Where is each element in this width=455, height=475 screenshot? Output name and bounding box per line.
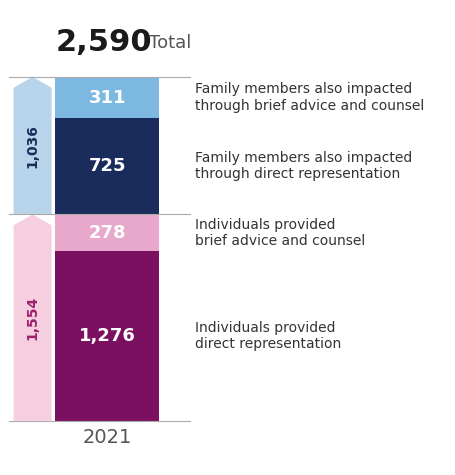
Text: 1,276: 1,276 (79, 327, 136, 345)
Text: Total: Total (149, 34, 192, 51)
Text: 725: 725 (88, 157, 126, 175)
Bar (55, 251, 159, 421)
Text: 1,554: 1,554 (25, 295, 40, 340)
Text: 278: 278 (88, 224, 126, 242)
Text: Family members also impacted
through direct representation: Family members also impacted through dir… (195, 151, 412, 181)
Text: 1,036: 1,036 (25, 124, 40, 168)
Text: Family members also impacted
through brief advice and counsel: Family members also impacted through bri… (195, 83, 424, 113)
Text: Individuals provided
brief advice and counsel: Individuals provided brief advice and co… (195, 218, 365, 248)
Polygon shape (14, 77, 51, 214)
Text: 2021: 2021 (82, 428, 132, 447)
Polygon shape (14, 214, 51, 421)
Bar (55, 214, 159, 251)
Bar (55, 77, 159, 118)
Text: 2,590: 2,590 (56, 28, 152, 57)
Text: 311: 311 (88, 88, 126, 106)
Text: Individuals provided
direct representation: Individuals provided direct representati… (195, 321, 341, 351)
Bar (55, 118, 159, 214)
